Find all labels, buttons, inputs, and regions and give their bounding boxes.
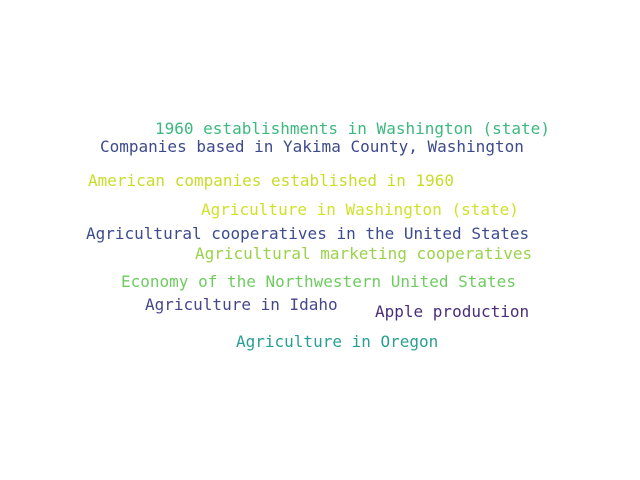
word-agriculture-idaho: Agriculture in Idaho: [145, 295, 338, 314]
word-agriculture-oregon: Agriculture in Oregon: [236, 332, 439, 351]
word-1960-establishments-washington: 1960 establishments in Washington (state…: [155, 119, 550, 138]
word-american-companies-1960: American companies established in 1960: [88, 171, 455, 190]
word-agriculture-washington: Agriculture in Washington (state): [201, 200, 519, 219]
word-economy-northwestern-us: Economy of the Northwestern United State…: [121, 272, 516, 291]
word-apple-production: Apple production: [375, 302, 530, 321]
word-agricultural-cooperatives-us: Agricultural cooperatives in the United …: [86, 224, 530, 243]
word-companies-yakima-county: Companies based in Yakima County, Washin…: [100, 137, 524, 156]
word-agricultural-marketing-cooperatives: Agricultural marketing cooperatives: [195, 244, 533, 263]
